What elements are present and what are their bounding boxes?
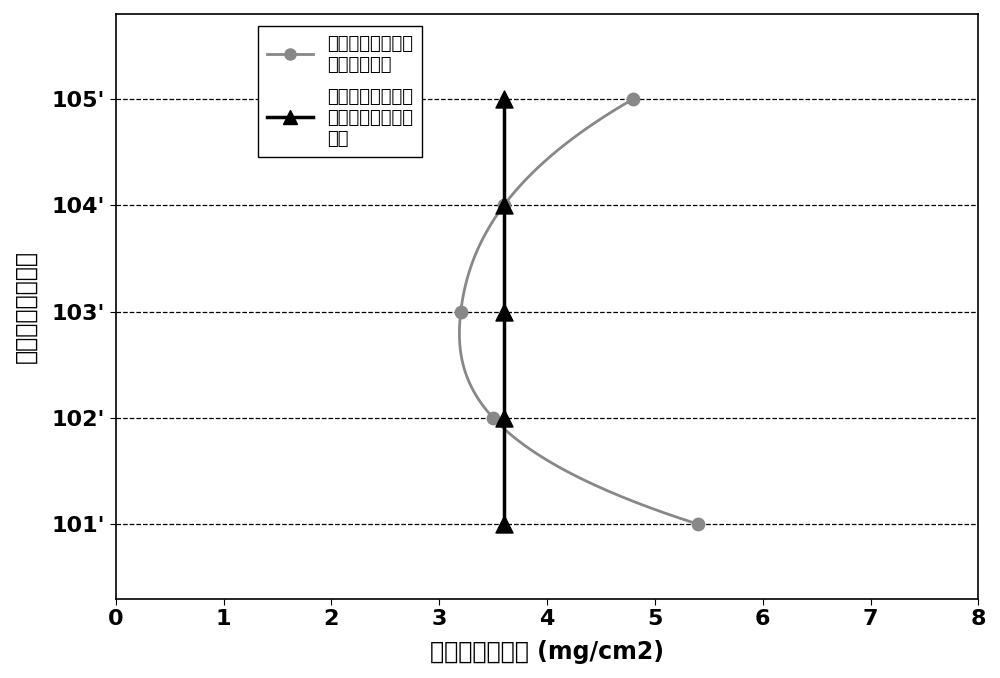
Point xyxy=(625,94,641,104)
Point xyxy=(485,412,501,423)
Point xyxy=(496,94,512,104)
Point xyxy=(496,412,512,423)
Legend: 实施例负极各部分
电解液吸收量, 根据负极孔隙率算
出的电解液理论吸
收量: 实施例负极各部分 电解液吸收量, 根据负极孔隙率算 出的电解液理论吸 收量 xyxy=(258,26,422,157)
Point xyxy=(496,519,512,530)
Y-axis label: 负极极片取样位置: 负极极片取样位置 xyxy=(14,250,38,363)
Point xyxy=(453,306,469,317)
Point xyxy=(496,200,512,211)
X-axis label: 电解液吸收重量 (mg/cm2): 电解液吸收重量 (mg/cm2) xyxy=(430,640,664,664)
Point xyxy=(496,306,512,317)
Point xyxy=(496,200,512,211)
Point xyxy=(690,519,706,530)
